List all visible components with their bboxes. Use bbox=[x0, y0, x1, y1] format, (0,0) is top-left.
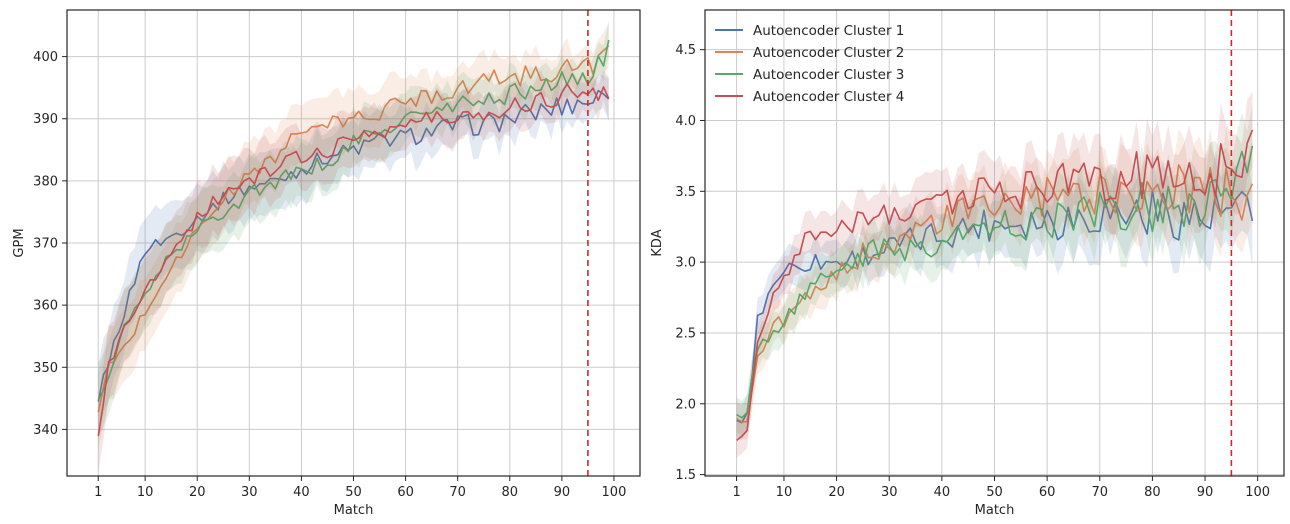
x-tick-label: 90 bbox=[554, 485, 571, 500]
legend-label-3: Autoencoder Cluster 3 bbox=[753, 67, 904, 83]
y-tick-label: 3.5 bbox=[675, 185, 696, 200]
x-tick-label: 1 bbox=[94, 485, 102, 500]
grid bbox=[705, 10, 1284, 476]
legend: Autoencoder Cluster 1 Autoencoder Cluster… bbox=[715, 23, 904, 105]
x-tick-label: 20 bbox=[189, 485, 206, 500]
ticks bbox=[62, 56, 615, 481]
y-tick-label: 390 bbox=[33, 112, 58, 127]
series-line-3 bbox=[97, 39, 610, 400]
series-line-4 bbox=[97, 83, 610, 437]
series-line-2 bbox=[97, 45, 610, 413]
confidence-band-series-2 bbox=[98, 23, 609, 450]
y-tick-label: 1.5 bbox=[675, 468, 696, 483]
ticks bbox=[700, 49, 1259, 481]
y-tick-label: 350 bbox=[33, 361, 58, 376]
x-tick-label: 80 bbox=[1144, 485, 1161, 500]
confidence-band-series-2 bbox=[736, 125, 1253, 440]
x-tick-label: 80 bbox=[501, 485, 518, 500]
y-tick-label: 340 bbox=[33, 423, 58, 438]
chart-panel-gpm: 1 10 20 30 40 50 60 70 80 90 100 340 350 360 370 380 390… bbox=[12, 9, 641, 518]
series-line-1 bbox=[97, 89, 610, 402]
confidence-band-series-4 bbox=[98, 62, 609, 474]
y-axis-label: KDA bbox=[650, 229, 665, 256]
series-line-3 bbox=[736, 145, 1254, 419]
confidence-band-series-4 bbox=[736, 91, 1253, 458]
chart-panel-kda: 1 10 20 30 40 50 60 70 80 90 100 1.5 2.0 2.5 3.0 3.5 4.0… bbox=[650, 9, 1285, 518]
y-tick-label: 400 bbox=[33, 50, 58, 65]
x-tick-label: 40 bbox=[293, 485, 310, 500]
x-tick-label: 10 bbox=[776, 485, 793, 500]
x-tick-label: 90 bbox=[1197, 485, 1214, 500]
x-tick-label: 60 bbox=[397, 485, 414, 500]
x-tick-label: 70 bbox=[1091, 485, 1108, 500]
confidence-band-series-3 bbox=[98, 19, 609, 437]
x-tick-label: 20 bbox=[828, 485, 845, 500]
x-tick-label: 100 bbox=[1245, 485, 1270, 500]
x-axis-label: Match bbox=[975, 503, 1015, 518]
y-tick-label: 4.5 bbox=[675, 43, 696, 58]
y-tick-label: 360 bbox=[33, 299, 58, 314]
confidence-band-series-1 bbox=[736, 150, 1253, 441]
x-tick-label: 1 bbox=[732, 485, 740, 500]
x-tick-label: 60 bbox=[1039, 485, 1056, 500]
x-tick-label: 50 bbox=[986, 485, 1003, 500]
y-tick-label: 3.0 bbox=[675, 256, 696, 271]
series-line-2 bbox=[736, 164, 1254, 423]
y-tick-label: 2.5 bbox=[675, 326, 696, 341]
legend-label-2: Autoencoder Cluster 2 bbox=[753, 45, 904, 61]
x-axis-label: Match bbox=[334, 503, 374, 518]
series-line-4 bbox=[736, 129, 1254, 442]
x-tick-label: 40 bbox=[934, 485, 951, 500]
x-tick-label: 70 bbox=[449, 485, 466, 500]
plot-area bbox=[736, 91, 1254, 458]
x-tick-label: 10 bbox=[137, 485, 154, 500]
plot-area bbox=[97, 19, 610, 474]
x-tick-label: 30 bbox=[881, 485, 898, 500]
y-tick-label: 4.0 bbox=[675, 114, 696, 129]
y-tick-label: 370 bbox=[33, 237, 58, 252]
x-tick-label: 30 bbox=[241, 485, 258, 500]
x-tick-label: 100 bbox=[602, 485, 627, 500]
y-tick-label: 380 bbox=[33, 174, 58, 189]
legend-label-4: Autoencoder Cluster 4 bbox=[753, 89, 904, 105]
y-tick-label: 2.0 bbox=[675, 397, 696, 412]
y-axis-label: GPM bbox=[12, 228, 27, 257]
x-tick-label: 50 bbox=[345, 485, 362, 500]
legend-label-1: Autoencoder Cluster 1 bbox=[753, 23, 904, 39]
